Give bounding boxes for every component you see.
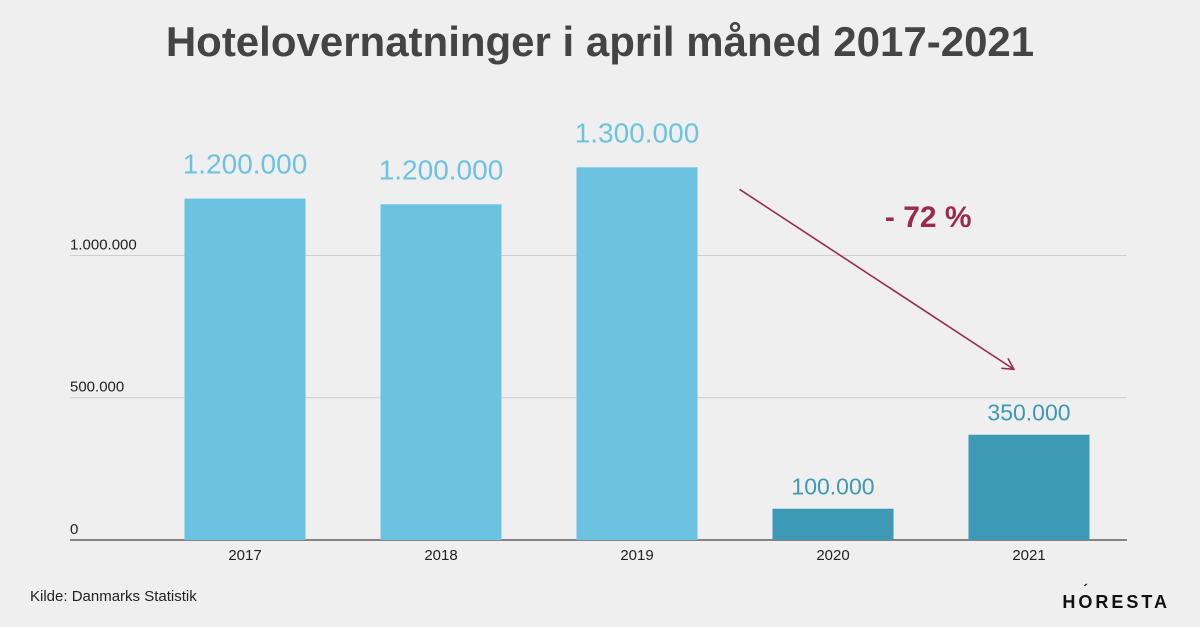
- logo-accent: ´: [1083, 581, 1088, 597]
- data-label-2018: 1.200.000: [379, 154, 504, 185]
- y-tick-label-0: 0: [70, 521, 78, 538]
- y-tick-label-1: 500.000: [70, 379, 124, 396]
- x-tick-label-2021: 2021: [1012, 547, 1045, 564]
- x-tick-label-2020: 2020: [816, 547, 849, 564]
- x-tick-label-2019: 2019: [620, 547, 653, 564]
- bar-2019: [576, 167, 698, 540]
- bar-2020: [772, 508, 894, 540]
- bar-2018: [380, 204, 502, 541]
- data-label-2020: 100.000: [791, 474, 874, 500]
- horesta-logo: HORESTA ´: [1062, 581, 1170, 613]
- annotation-arrow: [739, 188, 1016, 371]
- data-label-2021: 350.000: [987, 400, 1070, 426]
- bar-2021: [968, 434, 1090, 540]
- data-label-2017: 1.200.000: [183, 149, 308, 180]
- source-note: Kilde: Danmarks Statistik: [30, 588, 197, 605]
- chart-title: Hotelovernatninger i april måned 2017-20…: [165, 18, 1035, 65]
- bar-2017: [184, 198, 306, 540]
- x-tick-label-2018: 2018: [424, 547, 457, 564]
- y-tick-label-2: 1.000.000: [70, 236, 137, 253]
- x-tick-label-2017: 2017: [228, 547, 261, 564]
- data-label-2019: 1.300.000: [575, 117, 700, 148]
- logo-text: HORESTA: [1062, 592, 1170, 612]
- annotation-label: - 72 %: [885, 201, 972, 234]
